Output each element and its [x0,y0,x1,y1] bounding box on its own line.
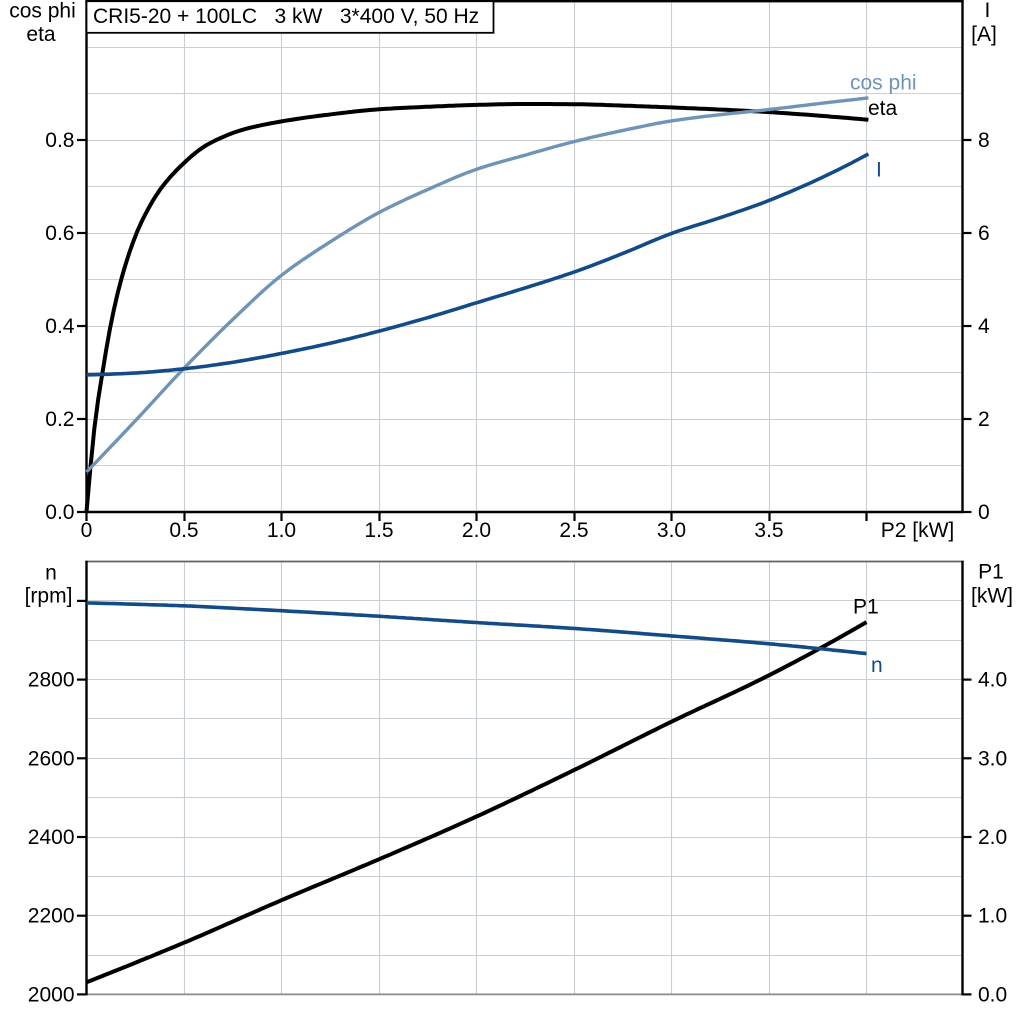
svg-text:2600: 2600 [28,747,75,770]
svg-text:[kW]: [kW] [971,585,1013,608]
svg-text:1.0: 1.0 [267,519,296,542]
svg-text:0.8: 0.8 [45,129,74,152]
svg-text:2200: 2200 [28,905,75,928]
svg-text:0.0: 0.0 [978,983,1007,1006]
svg-text:6: 6 [978,222,990,245]
svg-text:3.5: 3.5 [754,519,783,542]
svg-text:0.5: 0.5 [169,519,198,542]
svg-text:2.0: 2.0 [462,519,491,542]
svg-text:2.5: 2.5 [559,519,588,542]
svg-text:2800: 2800 [28,669,75,692]
svg-text:cos phi: cos phi [850,72,917,95]
svg-text:0: 0 [81,519,93,542]
svg-text:I: I [876,159,882,182]
svg-text:3.0: 3.0 [657,519,686,542]
svg-text:2.0: 2.0 [978,826,1007,849]
svg-text:2: 2 [978,408,990,431]
svg-text:[rpm]: [rpm] [25,585,73,608]
svg-text:[A]: [A] [971,23,997,46]
svg-text:1.5: 1.5 [364,519,393,542]
svg-text:P1: P1 [978,561,1004,584]
svg-text:8: 8 [978,129,990,152]
svg-text:P1: P1 [853,596,879,619]
svg-text:0.6: 0.6 [45,222,74,245]
svg-text:2000: 2000 [28,983,75,1006]
svg-text:4.0: 4.0 [978,669,1007,692]
svg-text:4: 4 [978,315,990,338]
svg-text:0.0: 0.0 [45,501,74,524]
svg-text:n: n [45,562,57,585]
svg-text:0: 0 [978,501,990,524]
svg-text:I: I [985,0,991,22]
svg-text:P2 [kW]: P2 [kW] [881,519,955,542]
svg-text:1.0: 1.0 [978,905,1007,928]
svg-text:n: n [871,654,883,677]
svg-text:cos phi: cos phi [9,0,76,23]
svg-text:CRI5-20 + 100LC 3 kW 3*400: CRI5-20 + 100LC 3 kW 3*400 V, 50 Hz [93,5,479,28]
svg-text:eta: eta [868,97,898,120]
svg-text:2400: 2400 [28,826,75,849]
svg-text:0.2: 0.2 [45,408,74,431]
svg-text:eta: eta [26,23,56,46]
svg-text:0.4: 0.4 [45,315,75,338]
svg-text:3.0: 3.0 [978,747,1007,770]
